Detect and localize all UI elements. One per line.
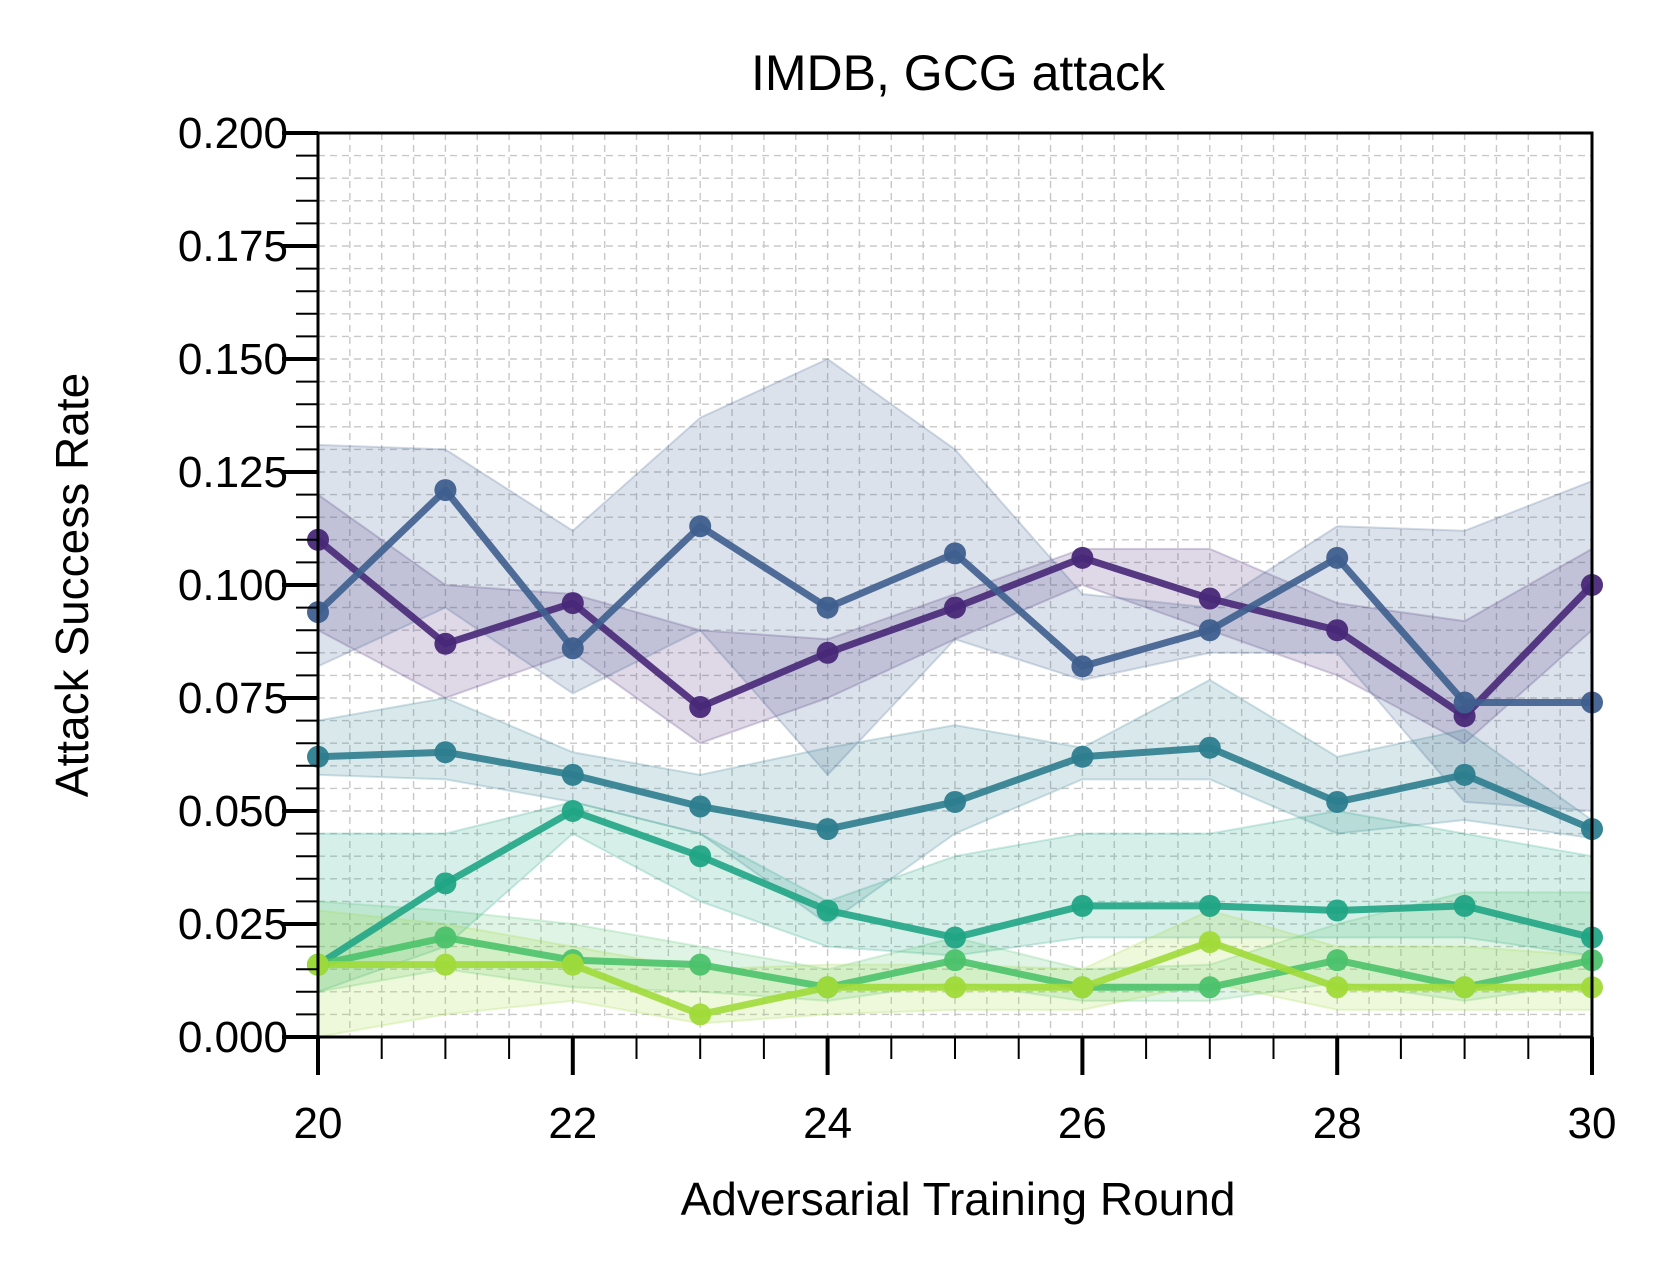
data-point xyxy=(1198,894,1221,917)
x-tick-label: 26 xyxy=(1058,1099,1107,1148)
axis-ticks xyxy=(282,131,1594,1075)
data-point xyxy=(1198,587,1221,610)
data-point xyxy=(689,1003,712,1026)
y-tick-label: 0.175 xyxy=(178,222,288,271)
chart-title: IMDB, GCG attack xyxy=(751,45,1166,101)
data-point xyxy=(689,953,712,976)
data-point xyxy=(434,926,457,949)
data-point xyxy=(434,632,457,655)
data-point xyxy=(944,790,966,813)
data-point xyxy=(816,899,839,922)
data-point xyxy=(1071,976,1094,999)
data-point xyxy=(816,641,839,664)
y-tick-label: 0.025 xyxy=(178,900,288,949)
data-point xyxy=(434,741,457,764)
data-point xyxy=(1198,976,1221,999)
data-point xyxy=(816,596,839,619)
y-tick-label: 0.000 xyxy=(178,1013,288,1062)
data-point xyxy=(944,542,966,565)
data-point xyxy=(1071,745,1094,768)
data-point xyxy=(689,795,712,818)
data-point xyxy=(1326,790,1349,813)
x-tick-label: 20 xyxy=(294,1099,343,1148)
data-point xyxy=(1453,763,1476,786)
data-point xyxy=(944,596,966,619)
data-point xyxy=(944,976,966,999)
data-point xyxy=(1198,736,1221,759)
data-point xyxy=(1453,976,1476,999)
data-point xyxy=(1326,899,1349,922)
x-tick-label: 28 xyxy=(1313,1099,1362,1148)
data-point xyxy=(1453,894,1476,917)
x-axis-title: Adversarial Training Round xyxy=(681,1173,1236,1225)
data-point xyxy=(1453,691,1476,714)
y-tick-label: 0.200 xyxy=(178,109,288,158)
y-tick-label: 0.075 xyxy=(178,674,288,723)
data-point xyxy=(1326,976,1349,999)
data-point xyxy=(434,872,457,895)
data-point xyxy=(1071,655,1094,678)
y-tick-labels: 0.000 0.025 0.050 0.075 0.100 0.125 0.150 0.175… xyxy=(178,109,288,1062)
x-tick-label: 24 xyxy=(803,1099,852,1148)
data-point xyxy=(944,949,966,972)
data-point xyxy=(434,953,457,976)
data-point xyxy=(1198,931,1221,954)
data-point xyxy=(816,818,839,841)
x-tick-label: 22 xyxy=(548,1099,597,1148)
data-point xyxy=(434,479,457,502)
data-point xyxy=(689,845,712,868)
y-tick-label: 0.050 xyxy=(178,787,288,836)
data-point xyxy=(561,763,584,786)
data-point xyxy=(689,515,712,538)
data-point xyxy=(1071,894,1094,917)
y-tick-label: 0.150 xyxy=(178,335,288,384)
data-point xyxy=(1326,619,1349,642)
data-point xyxy=(944,926,966,949)
x-tick-labels: 20 22 24 26 28 30 xyxy=(294,1099,1617,1148)
data-point xyxy=(1326,949,1349,972)
data-point xyxy=(561,592,584,615)
y-axis-title: Attack Success Rate xyxy=(46,373,98,797)
data-point xyxy=(816,976,839,999)
data-point xyxy=(1326,546,1349,569)
y-tick-label: 0.100 xyxy=(178,561,288,610)
data-point xyxy=(561,637,584,660)
x-tick-label: 30 xyxy=(1568,1099,1617,1148)
data-point xyxy=(561,800,584,822)
y-tick-label: 0.125 xyxy=(178,448,288,497)
data-point xyxy=(561,953,584,976)
data-point xyxy=(1071,546,1094,569)
data-point xyxy=(1198,619,1221,642)
data-point xyxy=(689,696,712,719)
